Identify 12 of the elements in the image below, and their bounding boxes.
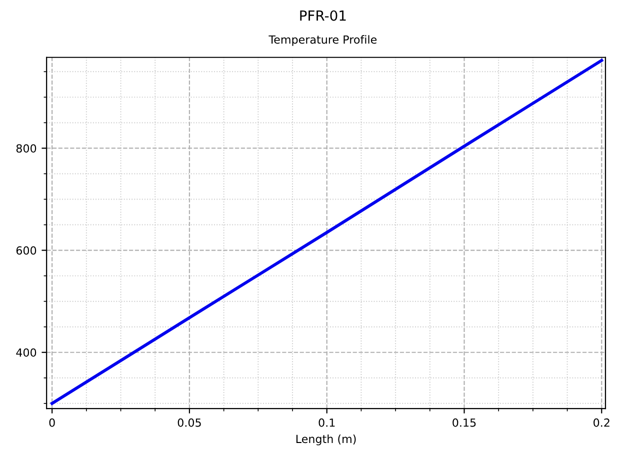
y-tick-label: 800 (16, 144, 36, 153)
x-tick-label: 0.05 (178, 418, 201, 427)
x-tick-label: 0 (49, 418, 55, 427)
x-tick-label: 0.2 (594, 418, 610, 427)
y-tick-label: 400 (16, 348, 36, 357)
chart-title: PFR-01 (300, 10, 346, 21)
x-axis-title: Length (m) (296, 434, 356, 446)
x-tick-label: 0.1 (318, 418, 335, 427)
line-series (50, 58, 604, 405)
x-tick-label: 0.15 (452, 418, 476, 427)
chart-subtitle: Temperature Profile (268, 35, 377, 46)
y-tick-label: 600 (16, 246, 36, 255)
